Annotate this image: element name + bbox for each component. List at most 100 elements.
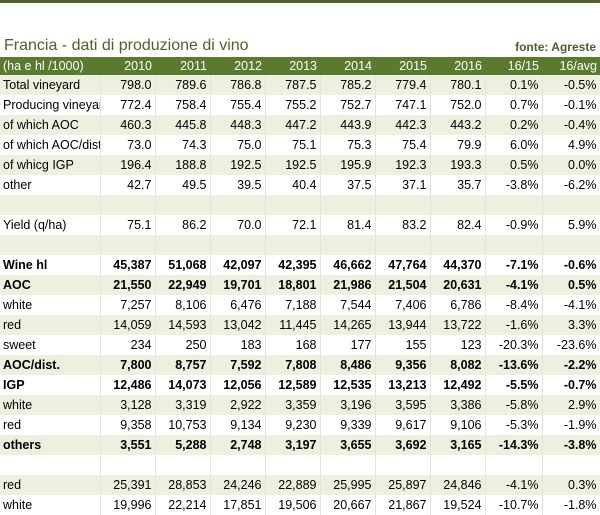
cell: 460.3 [100,115,156,135]
empty-cell [0,195,101,215]
cell: 6.0% [485,135,543,155]
table-row: Yield (q/ha) 75.1 86.2 70.0 72.1 81.4 83.2 82.4… [0,215,600,235]
cell: -2.2% [542,355,600,375]
cell: 234 [100,335,156,355]
cell: 786.8 [210,75,266,95]
cell: 73.0 [100,135,156,155]
empty-cell [320,455,376,475]
table-row: AOC 21,550 22,949 19,701 18,801 21,986 21,504 2… [0,275,600,295]
cell: 12,492 [430,375,486,395]
row-label: others [0,435,101,455]
header-cell: 16/avg [542,57,600,75]
empty-cell [0,455,101,475]
cell: -0.9% [485,215,543,235]
header-cell: 16/15 [485,57,542,75]
cell: 9,339 [320,415,376,435]
cell: 22,949 [155,275,211,295]
cell: 789.6 [155,75,211,95]
cell: 155 [375,335,431,355]
empty-cell [210,195,266,215]
cell: 785.2 [320,75,376,95]
cell: -5.3% [485,415,543,435]
cell: 192.5 [210,155,266,175]
cell: 443.2 [430,115,486,135]
table-row: red 25,391 28,853 24,246 22,889 25,995 25,897 2… [0,475,600,495]
empty-cell [430,195,486,215]
empty-cell [0,235,101,255]
cell: 3,196 [320,395,376,415]
table-row: Total vineyard 798.0 789.6 786.8 787.5 785.2 7… [0,75,600,95]
cell: -4.1% [542,295,600,315]
cell: 7,808 [265,355,321,375]
cell: 14,059 [100,315,156,335]
cell: 192.3 [375,155,431,175]
cell: -1.6% [485,315,543,335]
empty-cell [320,195,376,215]
cell: 177 [320,335,376,355]
cell: 443.9 [320,115,376,135]
cell: 123 [430,335,486,355]
blank-row [0,195,600,215]
cell: 18,801 [265,275,321,295]
cell: 37.1 [375,175,431,195]
cell: 752.0 [430,95,486,115]
cell: 8,106 [155,295,211,315]
title: Francia - dati di produzione di vino [4,37,249,54]
cell: -20.3% [485,335,543,355]
cell: 20,631 [430,275,486,295]
cell: 46,662 [320,255,376,275]
blank-row [0,235,600,255]
cell: 47,764 [375,255,431,275]
cell: 0.2% [485,115,543,135]
cell: 39.5 [210,175,266,195]
cell: 19,524 [430,495,486,515]
cell: -6.2% [542,175,600,195]
cell: -8.4% [485,295,543,315]
empty-cell [210,455,266,475]
cell: -0.4% [542,115,600,135]
cell: 13,213 [375,375,431,395]
cell: 3,551 [100,435,156,455]
cell: 86.2 [155,215,211,235]
row-label: white [0,495,101,515]
empty-cell [155,455,211,475]
header-row: (ha e hl /1000) 2010 2011 2012 2013 2014 2015 2… [0,57,600,75]
title-row: Francia - dati di produzione di vino fon… [0,35,600,57]
cell: 79.9 [430,135,486,155]
row-label: red [0,475,101,495]
cell: 787.5 [265,75,321,95]
row-label: of which AOC/dist [0,135,101,155]
row-label: red [0,315,101,335]
cell: 7,544 [320,295,376,315]
cell: 3,319 [155,395,211,415]
cell: 24,246 [210,475,266,495]
cell: -1.8% [542,495,600,515]
cell: 183 [210,335,266,355]
table-row: of whicg IGP 196.4 188.8 192.5 192.5 195.9 192… [0,155,600,175]
cell: 19,701 [210,275,266,295]
cell: 780.1 [430,75,486,95]
cell: 2,922 [210,395,266,415]
row-label: Total vineyard [0,75,101,95]
cell: 19,506 [265,495,321,515]
cell: -23.6% [542,335,600,355]
row-label: IGP [0,375,101,395]
cell: 3,692 [375,435,431,455]
cell: 75.4 [375,135,431,155]
cell: 755.4 [210,95,266,115]
cell: 3.3% [542,315,600,335]
cell: 448.3 [210,115,266,135]
cell: 14,073 [155,375,211,395]
header-cell: 2015 [375,57,430,75]
cell: -4.1% [485,275,543,295]
cell: 8,082 [430,355,486,375]
cell: 42,395 [265,255,321,275]
source: fonte: Agreste [515,40,596,54]
cell: 82.4 [430,215,486,235]
row-label: red [0,415,101,435]
cell: 192.5 [265,155,321,175]
cell: 75.0 [210,135,266,155]
header-cell: (ha e hl /1000) [0,57,100,75]
row-label: of whicg IGP [0,155,101,175]
